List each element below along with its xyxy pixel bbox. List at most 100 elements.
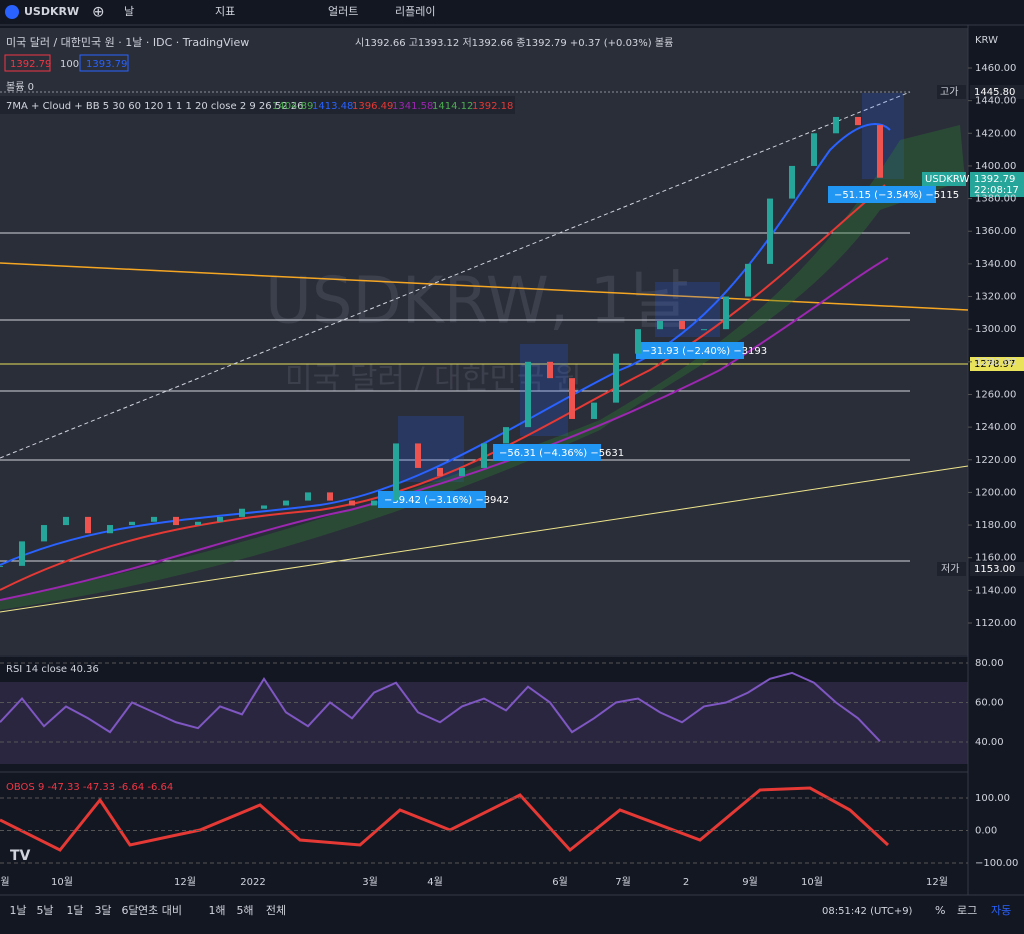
range-button[interactable]: 5날	[36, 904, 53, 917]
measure-label	[378, 491, 486, 508]
auto-button[interactable]: 자동	[991, 904, 1011, 917]
alerts-button[interactable]: 얼러트	[328, 4, 358, 18]
y-tick-label: 1380.00	[975, 194, 1016, 205]
range-button[interactable]: 1해	[208, 903, 225, 917]
log-button[interactable]: 로그	[957, 904, 977, 917]
range-button[interactable]: 5해	[236, 903, 253, 917]
interval-button[interactable]: 날	[124, 5, 134, 18]
candle	[767, 198, 773, 264]
range-button[interactable]: 연초 대비	[138, 904, 182, 917]
ask: 1393.79	[86, 59, 127, 70]
candle	[723, 296, 729, 330]
add-symbol[interactable]: ⊕	[92, 3, 105, 21]
percent-button[interactable]: %	[935, 904, 945, 917]
x-tick-label: 10월	[51, 876, 73, 888]
candle	[85, 516, 91, 534]
range-button[interactable]: 3달	[94, 904, 111, 917]
price-pane	[0, 28, 968, 655]
candle	[41, 525, 47, 542]
candle	[855, 116, 861, 126]
y-tick-label: 1340.00	[975, 259, 1016, 270]
trend-line	[0, 262, 969, 311]
candle	[503, 427, 509, 444]
candle	[107, 525, 113, 534]
y-tick-label: 0.00	[975, 826, 997, 837]
y-tick-label: 40.00	[975, 737, 1004, 748]
candle	[657, 321, 663, 330]
chart-title: 미국 달러 / 대한민국 원 · 1날 · IDC · TradingView	[6, 36, 249, 49]
indicator-value: 1404.89	[272, 101, 313, 112]
candle	[19, 541, 25, 566]
y-tick-label: 100.00	[975, 793, 1010, 804]
candle	[327, 492, 333, 501]
moving-average	[0, 123, 891, 566]
spread: 100	[60, 59, 79, 70]
indicator-value: 1414.12	[432, 101, 473, 112]
measure-text: −31.93 (−2.40%) −3193	[642, 346, 767, 357]
range-button[interactable]: 1달	[66, 904, 83, 917]
y-tick-label: 1440.00	[975, 96, 1016, 107]
range-button[interactable]: 6달	[121, 904, 138, 917]
y-tick-label: 1220.00	[975, 455, 1016, 466]
measure-text: −56.31 (−4.36%) −5631	[499, 448, 624, 459]
y-tick-label: 1240.00	[975, 422, 1016, 433]
y-tick-label: 80.00	[975, 658, 1004, 669]
candle	[635, 329, 641, 354]
volume: 볼륨 0	[6, 81, 34, 93]
candle	[547, 361, 553, 379]
candle	[195, 521, 201, 526]
y-tick-label: 1280.00	[975, 357, 1016, 368]
candle	[745, 263, 751, 297]
candle	[393, 443, 399, 501]
high-price: 1445.80	[974, 87, 1015, 98]
y-tick-label: 1260.00	[975, 389, 1016, 400]
candle	[679, 321, 685, 330]
measure-box	[398, 416, 464, 482]
rsi-label: RSI 14 close 40.36	[6, 664, 99, 675]
measure-text: −51.15 (−3.54%) −5115	[834, 190, 959, 201]
low-label: 저가	[941, 563, 959, 575]
symbol-button[interactable]: USDKRW	[24, 5, 79, 18]
y-tick-label: 1400.00	[975, 161, 1016, 172]
range-button[interactable]: 전체	[266, 904, 286, 917]
candle	[789, 165, 795, 199]
candle	[283, 500, 289, 506]
x-tick-label: 3월	[362, 876, 378, 888]
x-tick-label: 2	[683, 877, 689, 888]
last-tag	[922, 172, 966, 186]
candle	[63, 516, 69, 526]
countdown: 22:08:17	[974, 185, 1019, 196]
candle	[261, 505, 267, 509]
y-tick-label: 1360.00	[975, 226, 1016, 237]
symbol-icon	[5, 5, 19, 19]
high-label: 고가	[940, 86, 958, 98]
y-tick-label: 1460.00	[975, 63, 1016, 74]
indicator-name: 7MA + Cloud + BB 5 30 60 120 1 1 1 20 cl…	[6, 101, 303, 112]
candle	[151, 516, 157, 522]
y-tick-label: 1320.00	[975, 292, 1016, 303]
x-tick-label: 12월	[174, 876, 196, 888]
y-tick-label: 1120.00	[975, 618, 1016, 629]
last-symbol: USDKRW	[925, 174, 969, 185]
candle	[0, 565, 3, 567]
buy-box[interactable]	[79, 54, 129, 72]
replay-button[interactable]: 리플레이	[395, 5, 435, 18]
candle	[701, 329, 707, 331]
sell-box[interactable]	[4, 54, 51, 72]
trend-line	[0, 465, 969, 613]
x-tick-label: 9월	[742, 876, 758, 888]
candle	[481, 443, 487, 468]
candle	[877, 125, 883, 178]
rsi-band	[0, 682, 968, 764]
moving-average	[0, 257, 889, 601]
candle	[349, 500, 355, 506]
measure-label	[828, 186, 936, 203]
range-button[interactable]: 1날	[9, 904, 26, 917]
indicator-value: 1413.48	[312, 101, 353, 112]
candle	[129, 521, 135, 526]
candle	[833, 116, 839, 134]
last-price: 1392.79	[974, 174, 1015, 185]
indicators-button[interactable]: 지표	[215, 5, 235, 18]
ohlc: 시1392.66 고1393.12 저1392.66 종1392.79 +0.3…	[355, 37, 673, 49]
candle	[217, 516, 223, 522]
